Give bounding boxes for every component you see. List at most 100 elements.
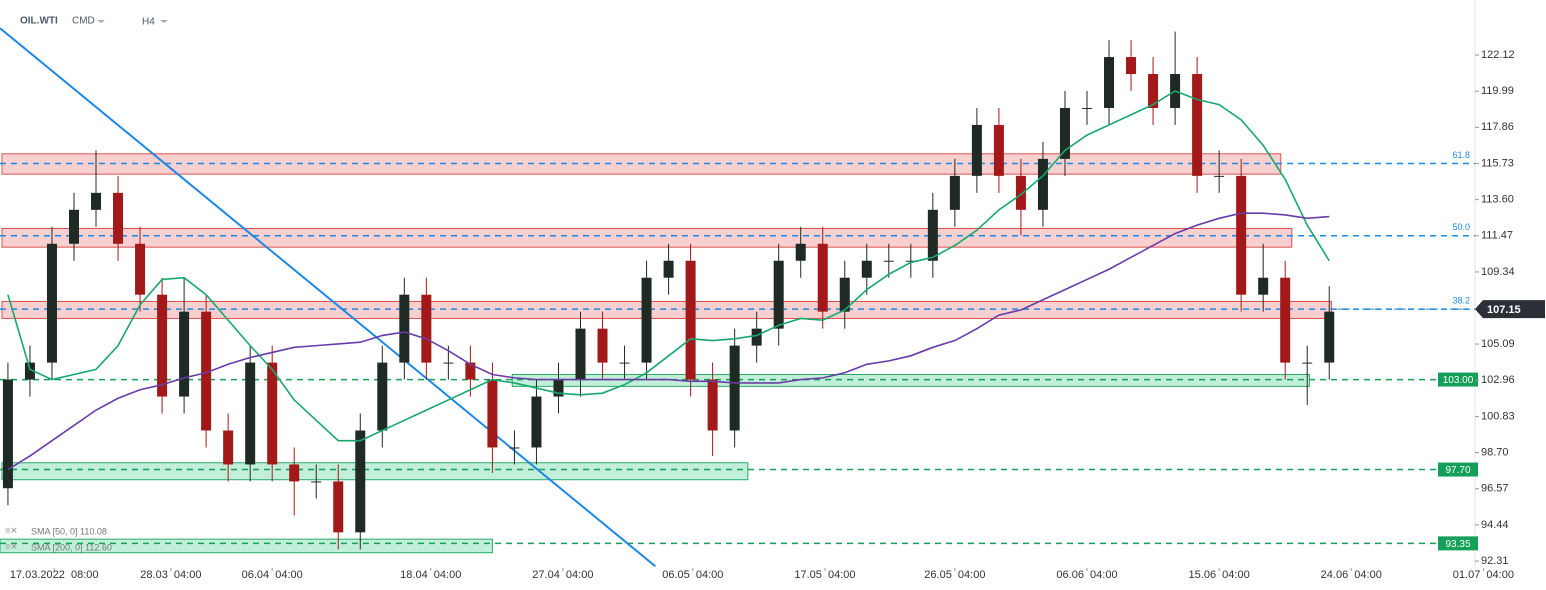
legend-icon: ≡✕ — [5, 525, 18, 535]
candle-body — [531, 396, 542, 448]
last-price-label: 107.15 — [1487, 304, 1521, 316]
level-badge — [1438, 372, 1478, 387]
candle-body — [971, 124, 982, 176]
candle-body — [619, 362, 630, 364]
x-tick-label: 06.06 04:00 — [1056, 569, 1117, 581]
candle-body — [993, 124, 1004, 176]
candle-body — [68, 209, 79, 244]
y-tick-label: 102.96 — [1481, 374, 1515, 386]
support-zone — [1, 462, 749, 481]
candle-body — [1324, 311, 1335, 363]
trendline — [0, 27, 657, 568]
legend-entry: SMA [200, 0] 112.60 — [31, 542, 112, 552]
y-tick-label: 122.12 — [1481, 49, 1515, 61]
candle-body — [377, 362, 388, 431]
sma-line — [7, 90, 1330, 442]
fib-label: 50.0 — [1452, 222, 1470, 232]
candle-body — [729, 345, 740, 431]
fib-label: 38.2 — [1452, 295, 1470, 305]
market[interactable]: CMD — [72, 16, 95, 27]
candle-body — [355, 430, 366, 533]
candle-body — [487, 379, 498, 448]
x-tick-label: 26.05 04:00 — [924, 569, 985, 581]
candle-body — [1236, 175, 1247, 295]
level-badge — [1438, 536, 1478, 551]
y-tick-label: 96.57 — [1481, 483, 1509, 495]
candle-body — [135, 243, 146, 295]
level-label: 93.35 — [1445, 539, 1470, 550]
candle-body — [641, 277, 652, 363]
candle-body — [24, 362, 35, 380]
candle-body — [267, 362, 278, 465]
candle-body — [553, 379, 564, 397]
candle-body — [179, 311, 190, 397]
resistance-zone — [1, 227, 1293, 248]
candle-body — [1104, 57, 1115, 108]
candle-body — [1258, 277, 1269, 295]
candle-body — [949, 175, 960, 210]
x-tick-label: 06.04 04:00 — [242, 569, 303, 581]
candle-body — [443, 362, 454, 364]
candle-body — [1037, 158, 1048, 210]
candle-body — [795, 243, 806, 261]
candle-body — [46, 243, 57, 363]
sma-line — [7, 212, 1330, 471]
candle-body — [839, 277, 850, 312]
candle-body — [1214, 175, 1225, 177]
candle-body — [421, 294, 432, 363]
y-tick-label: 105.09 — [1481, 338, 1515, 350]
level-badge — [1438, 462, 1478, 477]
x-tick-label: 15.06 04:00 — [1189, 569, 1250, 581]
candle-body — [1148, 74, 1159, 108]
candle-body — [223, 430, 234, 465]
x-tick-label: 06.05 04:00 — [662, 569, 723, 581]
candle-body — [817, 243, 828, 312]
candle-body — [1192, 74, 1203, 176]
y-tick-label: 115.73 — [1481, 157, 1514, 169]
candle-body — [1126, 57, 1137, 75]
candle-body — [663, 260, 674, 278]
support-zone — [0, 538, 493, 554]
candle-body — [773, 260, 784, 329]
y-tick-label: 119.99 — [1481, 85, 1514, 97]
level-label: 97.70 — [1445, 465, 1470, 476]
candle-body — [1280, 277, 1291, 363]
interval[interactable]: H4 — [142, 17, 155, 28]
candle-body — [399, 294, 410, 363]
x-tick-label: 17.05 04:00 — [794, 569, 855, 581]
candle-body — [113, 192, 124, 244]
candle-body — [2, 379, 13, 489]
y-tick-label: 94.44 — [1481, 519, 1509, 531]
x-tick-label: 28.03 04:00 — [140, 569, 201, 581]
candle-body — [751, 328, 762, 346]
candle-body — [1302, 362, 1313, 364]
y-tick-label: 92.31 — [1481, 555, 1509, 567]
candle-body — [1015, 175, 1026, 210]
candle-body — [333, 481, 344, 533]
legend-entry: SMA [50, 0] 110.08 — [31, 526, 107, 536]
candle-body — [685, 260, 696, 380]
candle-body — [905, 260, 916, 262]
x-tick-label: 27.04 04:00 — [532, 569, 593, 581]
candle-body — [509, 447, 520, 449]
x-tick-label: 24.06 04:00 — [1321, 569, 1382, 581]
candle-body — [1081, 107, 1092, 109]
candle-body — [575, 328, 586, 380]
price-badge — [1475, 300, 1545, 319]
x-tick-label: 01.07 04:00 — [1453, 569, 1514, 581]
y-tick-label: 113.60 — [1481, 194, 1514, 206]
candle-body — [157, 294, 168, 397]
candle-body — [883, 260, 894, 262]
dropdown-icon[interactable] — [97, 20, 105, 23]
y-tick-label: 111.47 — [1481, 230, 1513, 242]
x-tick-label: 17.03.2022 08:00 — [10, 569, 99, 581]
candle-body — [927, 209, 938, 261]
fib-label: 61.8 — [1452, 150, 1470, 160]
candle-body — [861, 260, 872, 278]
candle-body — [1059, 107, 1070, 159]
symbol[interactable]: OIL.WTI — [20, 16, 58, 27]
support-zone — [511, 373, 1310, 387]
dropdown-icon[interactable] — [160, 20, 168, 23]
candle-body — [707, 379, 718, 431]
